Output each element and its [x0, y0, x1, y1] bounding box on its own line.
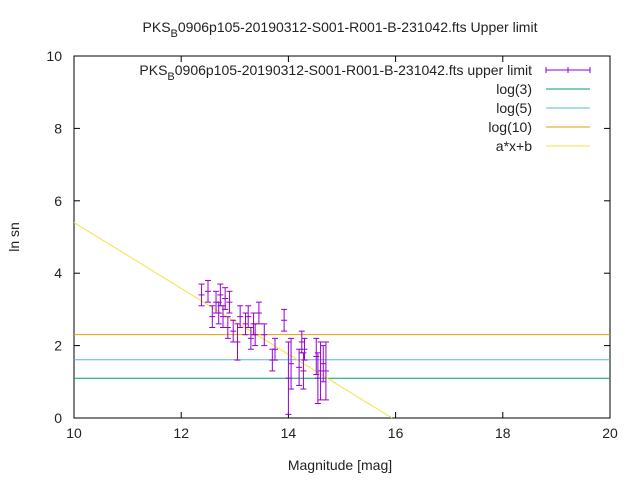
data-point	[301, 337, 308, 361]
x-tick-label: 14	[281, 425, 297, 441]
x-tick-label: 12	[173, 425, 189, 441]
axis-ticks: 10 12 14 16 18 20 0 2 4 6 8 10	[46, 48, 618, 441]
x-tick-label: 20	[602, 425, 618, 441]
data-point	[222, 287, 229, 310]
y-tick-label: 0	[54, 410, 62, 426]
x-tick-label: 10	[66, 425, 82, 441]
legend-label: log(10)	[488, 119, 532, 135]
y-tick-label: 8	[54, 120, 62, 136]
reference-lines	[74, 334, 610, 379]
data-point	[288, 337, 295, 390]
plot-area	[73, 55, 611, 419]
data-point	[198, 283, 205, 307]
data-point	[234, 323, 241, 361]
data-points	[198, 279, 329, 415]
y-tick-label: 2	[54, 338, 62, 354]
x-tick-label: 18	[495, 425, 511, 441]
data-point	[209, 305, 216, 328]
y-tick-label: 4	[54, 265, 62, 281]
data-point	[300, 352, 307, 390]
legend-label: log(5)	[496, 100, 532, 116]
data-point	[272, 337, 278, 361]
data-point	[205, 279, 211, 303]
legend: PKSB0906p105-20190312-S001-R001-B-231042…	[139, 62, 591, 154]
legend-label: log(3)	[496, 81, 532, 97]
y-tick-label: 6	[54, 193, 62, 209]
chart-title: PKSB0906p105-20190312-S001-R001-B-231042…	[143, 19, 538, 40]
data-point	[224, 316, 231, 339]
x-axis-label: Magnitude [mag]	[288, 457, 392, 473]
legend-label: PKSB0906p105-20190312-S001-R001-B-231042…	[139, 62, 532, 83]
data-point	[255, 301, 262, 325]
data-point	[285, 341, 292, 415]
data-point	[261, 323, 268, 347]
data-point	[226, 290, 233, 314]
y-axis-label: ln sn	[6, 222, 22, 252]
legend-label: a*x+b	[496, 138, 532, 154]
data-point	[320, 345, 327, 383]
data-point	[314, 352, 321, 405]
data-point	[281, 308, 288, 332]
data-point	[322, 341, 329, 401]
x-tick-label: 16	[388, 425, 404, 441]
data-point	[317, 341, 324, 401]
data-point	[237, 305, 244, 328]
data-point	[247, 327, 254, 350]
y-tick-label: 10	[46, 48, 62, 64]
data-point	[296, 348, 303, 386]
